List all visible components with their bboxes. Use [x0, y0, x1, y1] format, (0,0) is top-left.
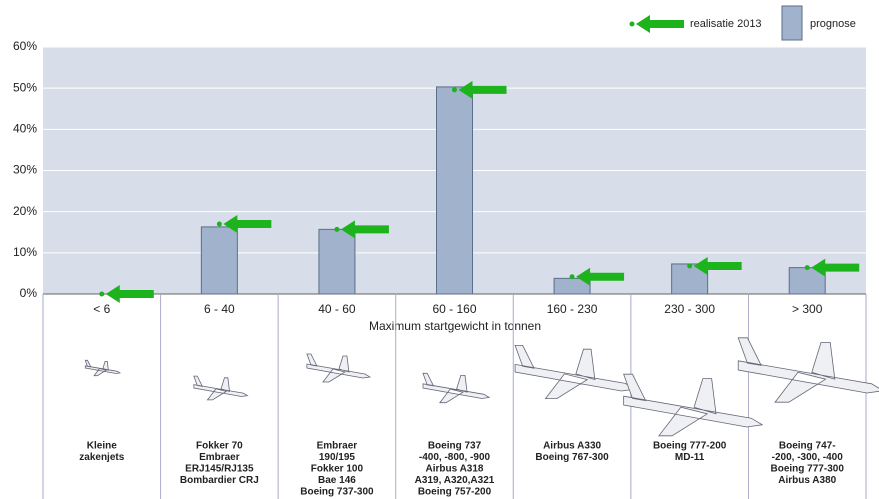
aircraft-label: Boeing 737: [428, 441, 482, 452]
x-tick-label: 40 - 60: [318, 302, 356, 316]
aircraft-label: zakenjets: [79, 452, 124, 463]
legend-symbol: [781, 5, 803, 41]
aircraft-icon: [737, 337, 879, 403]
dot: [99, 291, 105, 297]
bar: [318, 228, 356, 295]
realisatie-marker: [687, 257, 742, 276]
dot: [804, 265, 810, 271]
arrow: [458, 80, 507, 99]
aircraft-icon: [193, 375, 249, 401]
aircraft-label: Fokker 100: [311, 464, 364, 475]
y-tick-label: 30%: [13, 163, 37, 177]
y-tick-label: 40%: [13, 122, 37, 136]
aircraft-label: Boeing 777-200: [653, 441, 727, 452]
legend-label: prognose: [810, 18, 856, 30]
aircraft-label: Boeing 777-300: [771, 464, 845, 475]
legend-label: realisatie 2013: [690, 18, 762, 30]
x-tick-label: 60 - 160: [432, 302, 476, 316]
x-tick-label: < 6: [93, 302, 110, 316]
realisatie-marker: [216, 215, 272, 234]
dot: [216, 221, 222, 227]
bar: [436, 86, 473, 295]
aircraft-label: -400, -800, -900: [419, 452, 491, 463]
aircraft-icon: [84, 359, 122, 377]
y-tick-label: 10%: [13, 245, 37, 259]
arrow: [576, 267, 625, 286]
aircraft-label: Kleine: [87, 441, 117, 452]
aircraft-label: ERJ145/RJ135: [185, 464, 254, 475]
aircraft-label: Airbus A330: [543, 441, 601, 452]
arrow: [105, 285, 154, 303]
x-tick-label: 230 - 300: [664, 302, 715, 316]
x-tick-label: 160 - 230: [547, 302, 598, 316]
arrow: [223, 215, 272, 234]
dot: [687, 263, 693, 269]
aircraft-icon: [306, 353, 372, 383]
aircraft-label: Bae 146: [318, 475, 356, 486]
aircraft-label: Airbus A380: [778, 475, 836, 486]
legend-symbol: [629, 21, 635, 27]
aircraft-label: Boeing 747-: [779, 441, 836, 452]
realisatie-marker: [804, 258, 860, 277]
aircraft-label: Embraer: [317, 441, 358, 452]
y-tick-label: 0%: [20, 286, 38, 300]
aircraft-icon: [422, 372, 491, 404]
aircraft-label: -200, -300, -400: [772, 452, 844, 463]
realisatie-marker: [334, 220, 389, 239]
x-tick-label: 6 - 40: [204, 302, 235, 316]
arrow: [340, 220, 389, 239]
arrow: [811, 258, 860, 277]
x-tick-label: > 300: [792, 302, 823, 316]
legend-symbol: [636, 15, 684, 33]
y-tick-label: 20%: [13, 204, 37, 218]
y-tick-label: 50%: [13, 80, 37, 94]
y-tick-label: 60%: [13, 39, 37, 53]
aircraft-label: Bombardier CRJ: [180, 475, 259, 486]
aircraft-label: A319, A320,A321: [415, 475, 495, 486]
aircraft-icon: [514, 345, 636, 399]
aircraft-label: Fokker 70: [196, 441, 243, 452]
realisatie-marker: [452, 80, 507, 99]
aircraft-label: Boeing 737-300: [300, 487, 374, 498]
bar: [200, 226, 238, 295]
aircraft-label: Boeing 757-200: [418, 487, 492, 498]
realisatie-marker: [99, 285, 154, 303]
aircraft-icon: [623, 373, 764, 437]
aircraft-label: 190/195: [319, 452, 356, 463]
dot: [452, 87, 457, 93]
arrow: [693, 257, 742, 276]
aircraft-label: Embraer: [199, 452, 240, 463]
dot: [334, 226, 340, 232]
realisatie-marker: [569, 267, 625, 286]
aircraft-label: Airbus A318: [426, 464, 484, 475]
x-axis-label: Maximum startgewicht in tonnen: [369, 319, 541, 333]
dot: [569, 274, 575, 280]
aircraft-label: MD-11: [675, 452, 705, 463]
aircraft-label: Boeing 767-300: [535, 452, 609, 463]
